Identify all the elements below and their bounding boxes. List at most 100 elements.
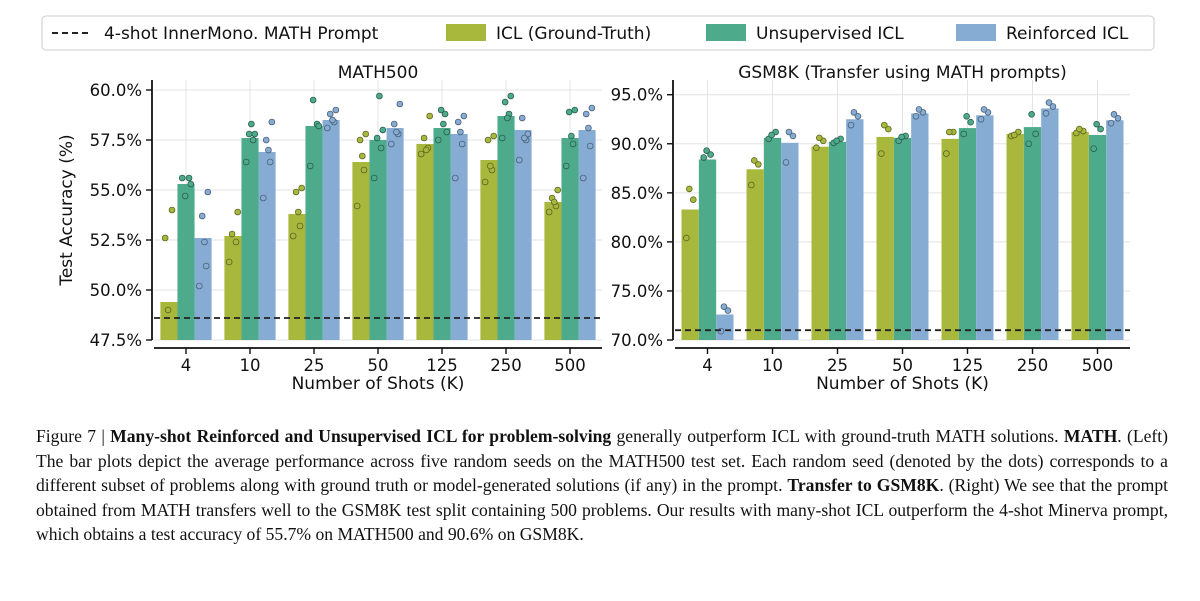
seed-dot-icl-ground-truth (356, 136, 364, 144)
y-tick-label: 50.0% (90, 281, 142, 300)
bar-unsupervised-icl (305, 126, 323, 340)
seed-dot-reinforced-icl (324, 124, 331, 132)
seed-dot-reinforced-icl (980, 106, 988, 113)
x-tick-label: 4 (702, 356, 713, 375)
bar-reinforced-icl (386, 128, 404, 340)
bar-unsupervised-icl (177, 184, 195, 340)
x-tick-label: 25 (304, 356, 325, 375)
bar-unsupervised-icl (433, 128, 451, 340)
bar-reinforced-icl (911, 113, 929, 340)
seed-dot-reinforced-icl (720, 303, 728, 310)
seed-dot-unsupervised-icl (187, 180, 195, 188)
seed-dot-reinforced-icl (458, 140, 466, 148)
seed-dot-reinforced-icl (260, 194, 267, 202)
seed-dot-reinforced-icl (388, 140, 395, 148)
seed-dot-icl-ground-truth (234, 208, 242, 216)
seed-dot-reinforced-icl (460, 112, 468, 120)
bar-reinforced-icl (194, 238, 212, 340)
seed-dot-unsupervised-icl (707, 151, 714, 158)
x-tick-label: 250 (1017, 356, 1049, 375)
seed-dot-icl-ground-truth (815, 134, 823, 142)
bar-icl-ground-truth (224, 236, 242, 340)
caption-text-2: . (Left) The bar plots depict the averag… (36, 426, 1169, 496)
legend-frame (41, 15, 1155, 51)
caption-text-3: . (Right) We see that the prompt obtaine… (36, 475, 1168, 545)
seed-dot-unsupervised-icl (181, 192, 189, 200)
seed-dot-unsupervised-icl (441, 110, 449, 118)
seed-dot-icl-ground-truth (490, 132, 498, 140)
bar-unsupervised-icl (698, 159, 717, 340)
caption-heading: Many-shot Reinforced and Unsupervised IC… (110, 426, 612, 446)
seed-dot-unsupervised-icl (967, 118, 974, 126)
x-tick-label: 10 (762, 356, 783, 375)
seed-dot-unsupervised-icl (434, 136, 442, 144)
legend-label-reinforced-icl: Reinforced ICL (1006, 24, 1129, 44)
seed-dot-icl-ground-truth (1076, 125, 1083, 133)
seed-dot-icl-ground-truth (353, 202, 361, 210)
seed-dot-unsupervised-icl (501, 98, 509, 106)
seed-dot-icl-ground-truth (420, 134, 428, 142)
bar-reinforced-icl (846, 119, 864, 340)
seed-dot-unsupervised-icl (1028, 111, 1035, 118)
seed-dot-unsupervised-icl (1097, 125, 1104, 133)
legend-label-unsupervised-icl: Unsupervised ICL (756, 24, 904, 44)
seed-dot-reinforced-icl (457, 128, 464, 136)
seed-dot-unsupervised-icl (504, 114, 511, 122)
seed-dot-reinforced-icl (521, 134, 528, 142)
seed-dot-icl-ground-truth (685, 185, 693, 193)
legend-baseline-label: 4-shot InnerMono. MATH Prompt (104, 24, 379, 44)
x-tick-label: 50 (892, 356, 913, 375)
x-tick-label: 125 (426, 356, 458, 375)
seed-dot-reinforced-icl (582, 110, 590, 118)
y-tick-label: 60.0% (90, 81, 142, 100)
seed-dot-unsupervised-icl (443, 128, 451, 136)
seed-dot-unsupervised-icl (568, 132, 575, 140)
seed-dot-reinforced-icl (724, 307, 732, 314)
seed-dot-icl-ground-truth (884, 125, 892, 133)
seed-dot-reinforced-icl (782, 159, 790, 166)
bar-unsupervised-icl (958, 128, 977, 340)
panel-gsm8k: 70.0% 75.0% 80.0% 85.0% 90.0% 95.0% 4 10 25 50 125… (611, 63, 1130, 394)
seed-dot-reinforced-icl (329, 116, 336, 124)
seed-dot-reinforced-icl (265, 146, 272, 154)
seed-dot-reinforced-icl (396, 100, 404, 108)
y-axis-label: Test Accuracy (%) (57, 134, 77, 286)
seed-dot-icl-ground-truth (232, 238, 240, 246)
seed-dot-unsupervised-icl (498, 134, 506, 142)
bar-reinforced-icl (258, 152, 276, 340)
seed-dot-reinforced-icl (588, 104, 596, 112)
seed-dot-reinforced-icl (1114, 114, 1122, 122)
seed-dot-reinforced-icl (785, 128, 793, 136)
seed-dot-reinforced-icl (454, 118, 462, 126)
y-tick-label: 52.5% (90, 231, 142, 250)
seed-dot-icl-ground-truth (225, 258, 233, 266)
seed-dot-reinforced-icl (585, 124, 592, 132)
seed-dot-icl-ground-truth (360, 166, 368, 174)
seed-dot-icl-ground-truth (292, 188, 300, 196)
bar-unsupervised-icl (828, 141, 847, 340)
x-tick-label: 50 (368, 356, 389, 375)
seed-dot-unsupervised-icl (700, 154, 707, 161)
seed-dot-icl-ground-truth (943, 150, 950, 157)
seed-dot-icl-ground-truth (289, 232, 297, 240)
x-tick-label: 250 (490, 356, 522, 375)
bar-icl-ground-truth (1071, 132, 1089, 340)
caption-transfer-heading: Transfer to GSM8K (787, 475, 940, 496)
figure-caption: Figure 7 | Many-shot Reinforced and Unsu… (36, 424, 1168, 547)
seed-dot-icl-ground-truth (550, 198, 558, 206)
bar-icl-ground-truth (811, 146, 829, 340)
seed-dot-reinforced-icl (332, 106, 340, 114)
bar-icl-ground-truth (941, 138, 959, 340)
chart-title: GSM8K (Transfer using MATH prompts) (738, 63, 1067, 83)
seed-dot-icl-ground-truth (164, 306, 172, 314)
seed-dot-unsupervised-icl (379, 126, 387, 134)
y-tick-label: 90.0% (611, 135, 663, 154)
bar-unsupervised-icl (1023, 127, 1042, 341)
x-axis-label: Number of Shots (K) (816, 374, 989, 394)
seed-dot-icl-ground-truth (481, 178, 489, 186)
seed-dot-icl-ground-truth (417, 150, 425, 158)
bar-unsupervised-icl (763, 137, 782, 340)
seed-dot-icl-ground-truth (358, 152, 366, 160)
panel-math500: 47.5% 50.0% 52.5% 55.0% 57.5% 60.0% 4 10 25 50 125… (57, 63, 602, 394)
seed-dot-reinforced-icl (268, 118, 276, 126)
